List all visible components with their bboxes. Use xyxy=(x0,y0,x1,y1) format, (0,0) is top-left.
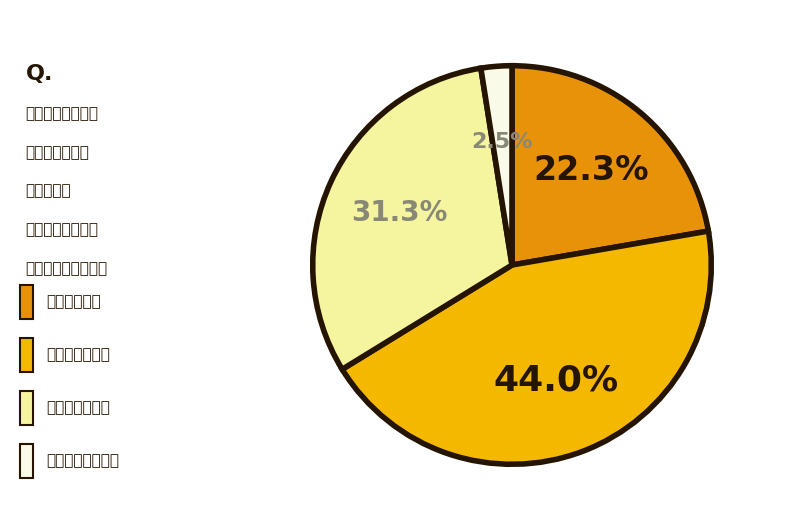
FancyBboxPatch shape xyxy=(21,444,33,478)
Text: とても感じる: とても感じる xyxy=(46,295,101,310)
Text: Q.: Q. xyxy=(26,64,53,84)
FancyBboxPatch shape xyxy=(21,391,33,425)
Wedge shape xyxy=(313,68,512,369)
Wedge shape xyxy=(342,231,711,464)
Text: 受けた際、: 受けた際、 xyxy=(26,183,71,198)
FancyBboxPatch shape xyxy=(21,285,33,319)
Text: 22.3%: 22.3% xyxy=(534,154,650,187)
Text: まったく感じない: まったく感じない xyxy=(46,454,118,469)
Text: 44.0%: 44.0% xyxy=(493,364,618,398)
Text: ことがありますか。: ことがありますか。 xyxy=(26,261,108,276)
FancyBboxPatch shape xyxy=(21,338,33,372)
Text: 会社への電話を: 会社への電話を xyxy=(26,145,90,160)
Wedge shape xyxy=(512,66,708,265)
Text: あまり感じない: あまり感じない xyxy=(46,401,110,416)
Text: まぁまぁ感じる: まぁまぁ感じる xyxy=(46,348,110,363)
Text: 31.3%: 31.3% xyxy=(351,199,448,227)
Wedge shape xyxy=(481,66,512,265)
Text: ストレスを感じる: ストレスを感じる xyxy=(26,222,98,237)
Text: 2.5%: 2.5% xyxy=(471,132,533,152)
Text: 不必要だと感じる: 不必要だと感じる xyxy=(26,106,98,121)
